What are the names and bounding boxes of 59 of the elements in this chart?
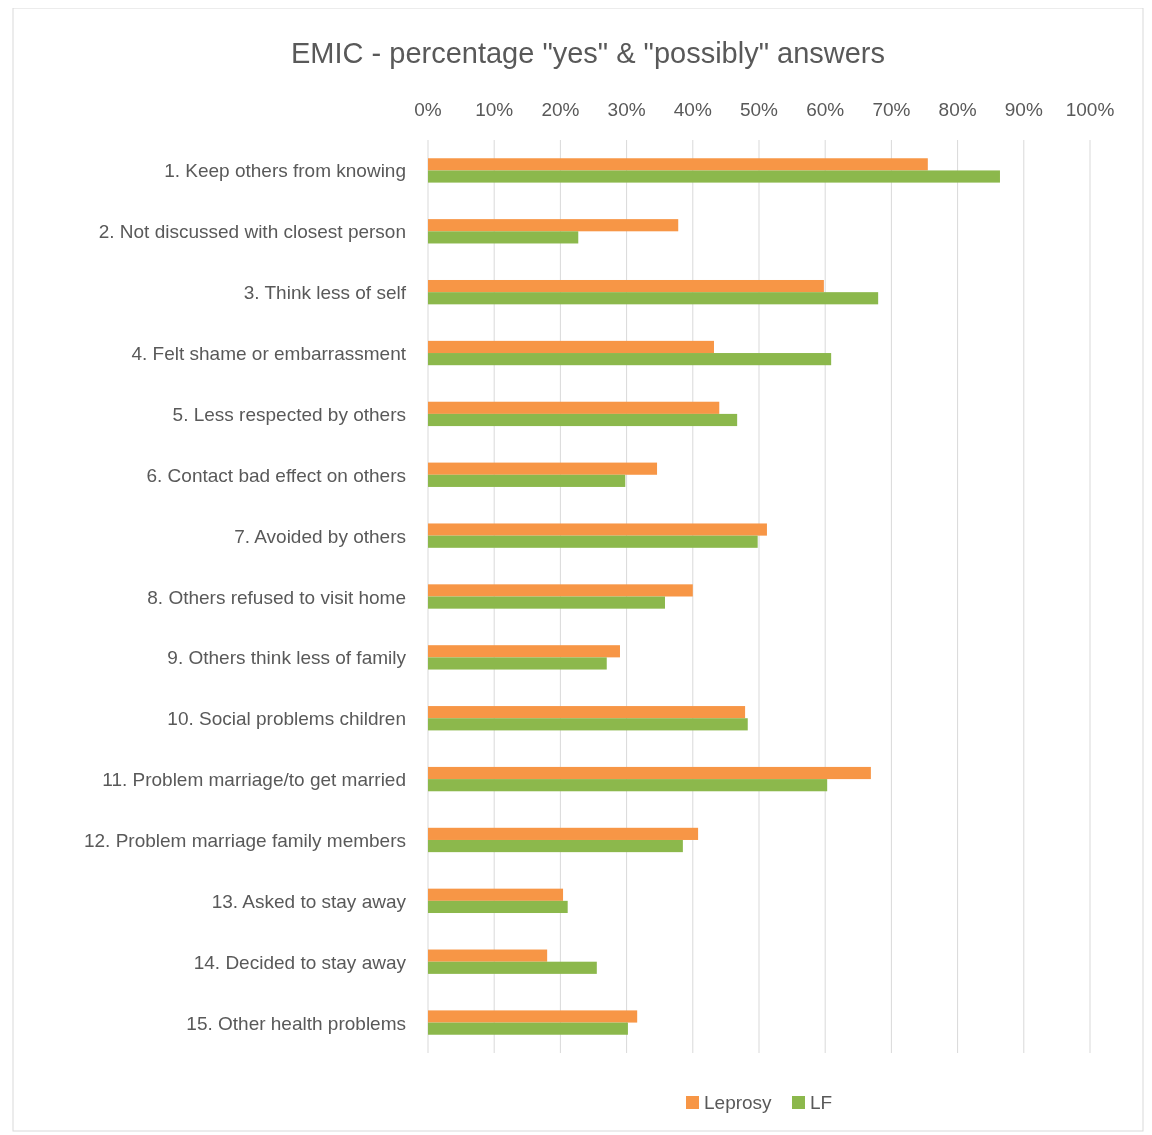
bar (428, 292, 879, 305)
bar (428, 888, 564, 901)
x-tick-label: 90% (1004, 99, 1043, 120)
bar (428, 340, 714, 354)
bar (428, 535, 758, 548)
y-tick-label: 10. Social problems children (167, 708, 406, 730)
bar (428, 279, 824, 293)
bar (428, 158, 928, 171)
x-tick-label: 40% (673, 99, 712, 120)
y-tick-label: 12. Problem marriage family members (83, 829, 406, 851)
y-tick-label: 3. Think less of self (243, 282, 407, 304)
y-tick-label: 7. Avoided by others (234, 525, 406, 547)
y-tick-label: 8. Others refused to visit home (147, 586, 406, 608)
y-tick-label: 13. Asked to stay away (211, 890, 407, 912)
bar (428, 706, 746, 719)
x-tick-label: 50% (739, 99, 779, 120)
x-tick-label: 30% (607, 99, 646, 120)
chart-title: EMIC - percentage "yes" & "possibly" answers (290, 37, 886, 69)
bar (428, 413, 738, 427)
bar (428, 401, 720, 414)
x-tick-label: 70% (872, 99, 911, 120)
bar (428, 474, 626, 487)
legend-label: LF (810, 1092, 833, 1113)
bar (428, 462, 658, 475)
bar (428, 231, 579, 244)
bar (428, 718, 748, 731)
y-tick-label: 14. Decided to stay away (193, 951, 407, 973)
bar (428, 949, 548, 962)
y-tick-label: 6. Contact bad effect on others (146, 464, 406, 486)
bar (428, 779, 828, 792)
bar (428, 523, 767, 536)
legend-label: Leprosy (704, 1092, 773, 1113)
y-tick-label: 2. Not discussed with closest person (98, 221, 406, 243)
x-tick-label: 10% (475, 99, 514, 120)
bar (428, 353, 832, 366)
bar (428, 596, 665, 609)
bar (428, 900, 568, 914)
bar (428, 827, 699, 840)
y-tick-label: 11. Problem marriage/to get married (102, 769, 406, 791)
y-tick-label: 5. Less respected by others (172, 403, 406, 425)
bar (428, 219, 679, 232)
y-tick-label: 1. Keep others from knowing (164, 160, 406, 182)
x-tick-label: 60% (806, 99, 845, 120)
y-tick-label: 9. Others think less of family (167, 647, 407, 669)
bar (428, 839, 683, 853)
y-tick-label: 15. Other health problems (186, 1012, 406, 1034)
bar (428, 1010, 638, 1023)
x-tick-label: 100% (1065, 99, 1115, 120)
x-tick-label: 0% (414, 99, 442, 120)
bar (428, 657, 607, 670)
bar (428, 170, 1000, 183)
x-tick-label: 20% (541, 99, 580, 120)
bar (428, 961, 597, 974)
bar (428, 766, 871, 780)
bar (428, 584, 693, 597)
bar (428, 645, 620, 658)
y-tick-label: 4. Felt shame or embarrassment (131, 343, 407, 365)
bar (428, 1022, 628, 1035)
x-tick-label: 80% (938, 99, 977, 120)
